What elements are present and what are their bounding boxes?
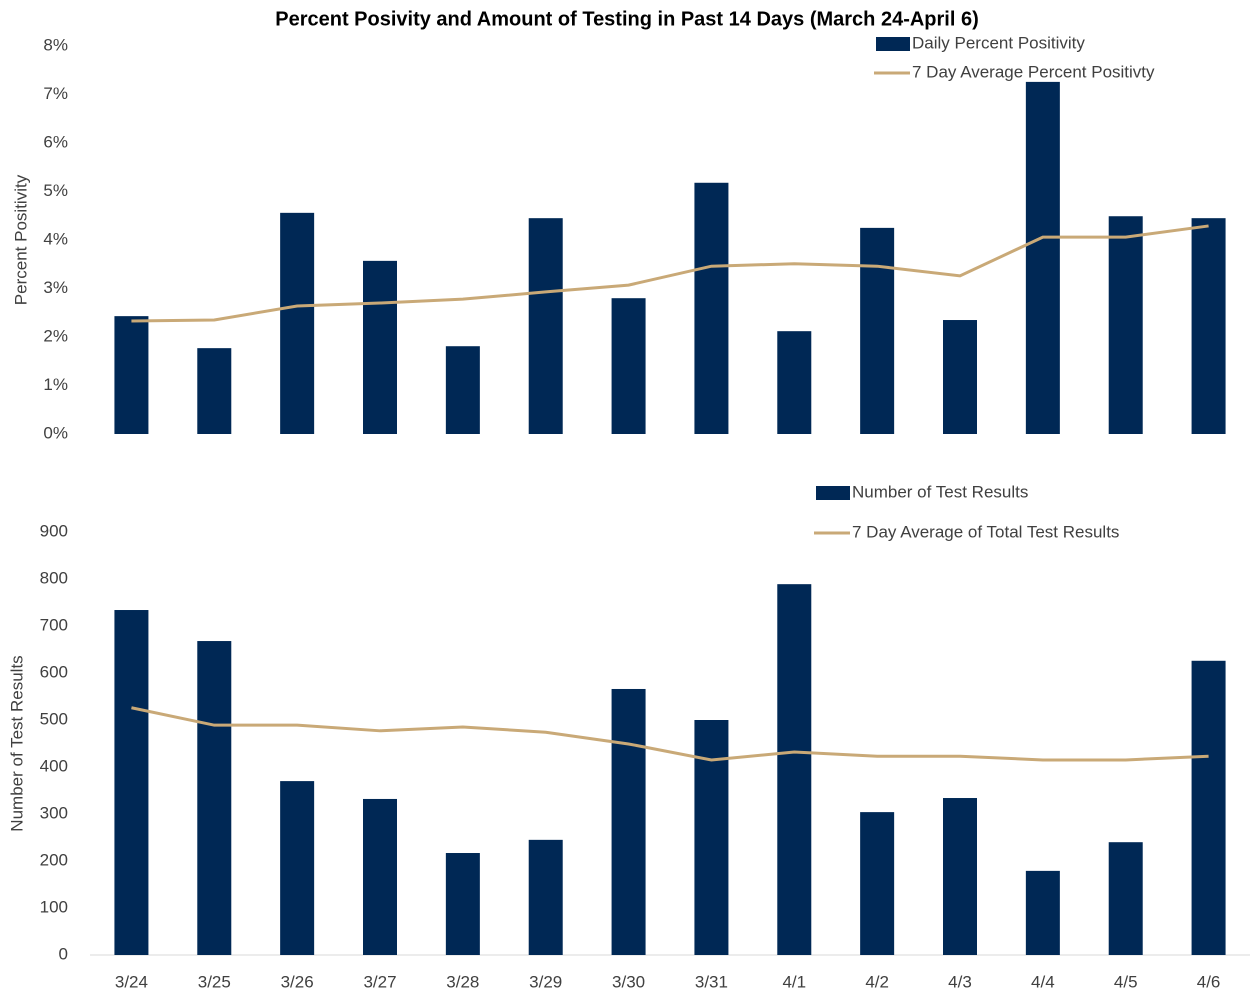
legend-swatch xyxy=(876,37,910,51)
bar xyxy=(860,812,895,955)
y-tick-label: 6% xyxy=(43,132,68,151)
y-tick-label: 800 xyxy=(40,568,68,587)
x-tick-label: 4/3 xyxy=(948,972,972,991)
y-tick-label: 4% xyxy=(43,229,68,248)
bar xyxy=(363,260,397,434)
bar xyxy=(114,610,149,955)
bar xyxy=(611,298,646,434)
bar xyxy=(1191,218,1226,434)
bar xyxy=(114,316,149,434)
x-tick-label: 4/1 xyxy=(782,972,806,991)
x-tick-label: 3/26 xyxy=(281,972,314,991)
y-tick-label: 1% xyxy=(43,375,68,394)
bar xyxy=(694,182,729,434)
x-tick-label: 3/28 xyxy=(446,972,479,991)
bar xyxy=(1108,216,1143,434)
legend-label: Daily Percent Positivity xyxy=(912,33,1085,52)
x-tick-label: 4/4 xyxy=(1031,972,1055,991)
bar xyxy=(197,641,232,955)
y-tick-label: 500 xyxy=(40,709,68,728)
bar xyxy=(445,853,480,955)
line xyxy=(131,706,1209,762)
y-tick-label: 0% xyxy=(43,423,68,442)
bar xyxy=(777,331,812,434)
legend-label: 7 Day Average of Total Test Results xyxy=(852,522,1119,541)
bar xyxy=(445,346,480,434)
bar xyxy=(860,227,895,434)
bar xyxy=(528,218,563,434)
y-axis-title: Number of Test Results xyxy=(7,655,26,831)
y-tick-label: 700 xyxy=(40,615,68,634)
bar xyxy=(777,584,812,955)
x-tick-label: 3/27 xyxy=(363,972,396,991)
bar xyxy=(280,212,315,434)
x-tick-label: 3/29 xyxy=(529,972,562,991)
bar xyxy=(1025,81,1060,434)
legend-swatch xyxy=(816,486,850,500)
bar xyxy=(943,798,977,955)
bar xyxy=(197,348,232,434)
bar xyxy=(611,688,646,955)
bar xyxy=(943,320,977,434)
x-tick-label: 3/25 xyxy=(198,972,231,991)
y-tick-label: 5% xyxy=(43,181,68,200)
bar xyxy=(363,798,397,955)
y-tick-label: 8% xyxy=(43,35,68,54)
x-tick-label: 4/6 xyxy=(1197,972,1221,991)
bar xyxy=(1025,870,1060,955)
x-tick-label: 3/24 xyxy=(115,972,148,991)
legend-label: Number of Test Results xyxy=(852,482,1028,501)
bar xyxy=(528,839,563,955)
legend-label: 7 Day Average Percent Positivty xyxy=(912,62,1155,81)
bar xyxy=(694,720,729,955)
chart-title: Percent Posivity and Amount of Testing i… xyxy=(275,8,979,30)
y-tick-label: 400 xyxy=(40,756,68,775)
y-tick-label: 3% xyxy=(43,278,68,297)
x-tick-label: 3/31 xyxy=(695,972,728,991)
bar xyxy=(1191,660,1226,955)
y-tick-label: 300 xyxy=(40,803,68,822)
y-tick-label: 600 xyxy=(40,662,68,681)
y-axis-title: Percent Positivity xyxy=(11,174,30,305)
y-tick-label: 200 xyxy=(40,850,68,869)
y-tick-label: 0 xyxy=(59,944,68,963)
line xyxy=(131,224,1209,323)
y-tick-label: 900 xyxy=(40,521,68,540)
y-tick-label: 2% xyxy=(43,326,68,345)
x-tick-label: 4/2 xyxy=(865,972,889,991)
x-tick-label: 3/30 xyxy=(612,972,645,991)
y-tick-label: 7% xyxy=(43,84,68,103)
bar xyxy=(1108,842,1143,955)
bar xyxy=(280,781,315,955)
y-tick-label: 100 xyxy=(40,897,68,916)
x-tick-label: 4/5 xyxy=(1114,972,1138,991)
